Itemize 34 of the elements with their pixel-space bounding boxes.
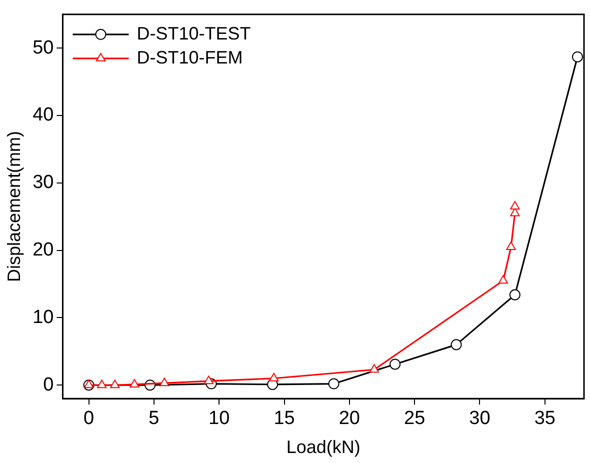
y-tick-label: 30: [32, 172, 54, 194]
point: [450, 339, 462, 350]
x-tick-label: 10: [208, 408, 230, 430]
point: [510, 201, 520, 210]
point: [204, 376, 214, 384]
legend-label: D-ST10-FEM: [136, 47, 243, 68]
y-tick-label: 50: [32, 37, 54, 58]
point: [498, 275, 508, 284]
y-tick-label: 40: [32, 104, 54, 126]
y-tick-label: 0: [43, 374, 54, 396]
point: [390, 358, 401, 370]
x-tick-label: 30: [469, 408, 490, 430]
x-tick-label: 35: [534, 408, 556, 430]
y-tick-label: 10: [32, 306, 54, 328]
point: [506, 241, 516, 250]
point: [160, 378, 170, 386]
point: [110, 380, 120, 388]
x-tick-label: 15: [274, 408, 295, 430]
point: [130, 378, 140, 388]
point: [369, 364, 380, 373]
x-axis-title: Load(kN): [286, 437, 360, 458]
y-axis-title: Displacement(mm): [4, 130, 24, 282]
x-tick-label: 0: [84, 408, 94, 430]
point: [84, 380, 94, 388]
point: [97, 380, 107, 388]
point: [572, 51, 583, 62]
point: [328, 378, 340, 390]
point: [269, 372, 279, 382]
x-tick-label: 25: [404, 408, 426, 430]
point: [509, 289, 520, 300]
x-tick-label: 20: [338, 408, 360, 430]
x-tick-label: 5: [148, 408, 160, 430]
y-tick-label: 20: [32, 240, 54, 261]
legend-label: D-ST10-TEST: [136, 23, 251, 44]
